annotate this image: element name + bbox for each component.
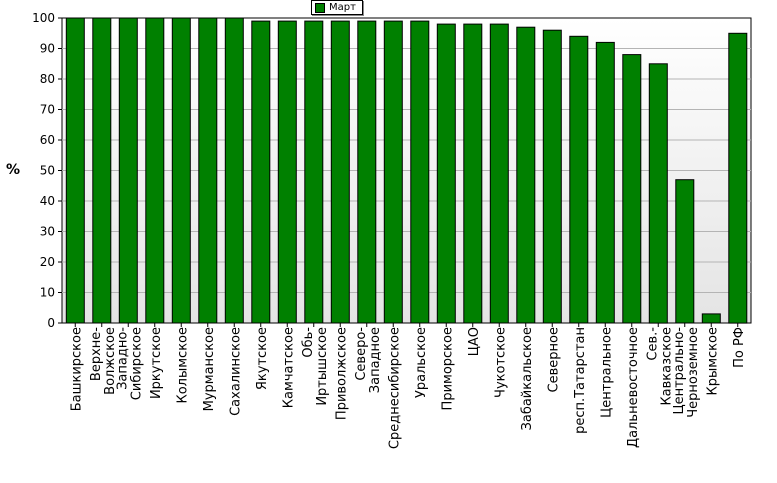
bar — [595, 41, 615, 324]
x-tick-label: Мурманское — [202, 327, 217, 411]
bar — [277, 20, 297, 324]
bar — [304, 20, 324, 324]
y-tick-label: 60 — [40, 133, 55, 147]
x-tick-label: Приморское — [440, 327, 455, 410]
bar — [701, 313, 721, 324]
legend-swatch — [315, 2, 325, 13]
bar — [118, 17, 138, 324]
bar — [728, 32, 748, 324]
y-tick-label: 40 — [40, 194, 55, 208]
x-tick-label: респ.Татарстан — [573, 327, 588, 434]
bar — [463, 23, 483, 324]
y-axis-label: % — [6, 162, 21, 178]
y-tick-label: 90 — [40, 42, 55, 56]
x-tick-label: Иркутское — [149, 327, 164, 399]
bar — [542, 29, 562, 324]
x-tick-label: Верхне-Волжское — [89, 327, 118, 395]
bar — [675, 179, 695, 324]
x-tick-label: Северное — [546, 327, 561, 392]
y-tick-label: 100 — [32, 11, 55, 25]
bar — [410, 20, 430, 324]
x-tick-label: Сев.-Кавказское — [645, 327, 674, 406]
bar — [198, 17, 218, 324]
y-tick-label: 30 — [40, 225, 55, 239]
x-tick-label: Западно-Сибирское — [115, 327, 144, 401]
bar — [516, 26, 536, 324]
legend-label: Март — [329, 2, 356, 13]
x-tick-label: Центрально-Черноземное — [672, 327, 701, 418]
x-tick-label: Сахалинское — [228, 327, 243, 416]
x-tick-label: Центральное — [599, 327, 614, 418]
x-tick-label: Колымское — [175, 327, 190, 404]
x-tick-label: Приволжское — [334, 327, 349, 420]
bar — [436, 23, 456, 324]
x-tick-label: Забайкальское — [520, 327, 535, 430]
x-tick-label: Уральское — [414, 327, 429, 398]
bar — [171, 17, 191, 324]
y-tick-label: 80 — [40, 72, 55, 86]
x-tick-label: Крымское — [705, 327, 720, 396]
bar — [92, 17, 112, 324]
y-tick-label: 50 — [40, 164, 55, 178]
y-tick-label: 0 — [47, 316, 55, 330]
bar — [383, 20, 403, 324]
x-tick-label: Северо-Западное — [354, 327, 383, 394]
x-tick-label: Дальневосточное — [626, 327, 641, 448]
y-tick-label: 20 — [40, 255, 55, 269]
bar — [224, 17, 244, 324]
bar — [489, 23, 509, 324]
bars — [65, 17, 748, 324]
x-tick-label: Обь-Иртышское — [301, 327, 330, 406]
bar — [145, 17, 165, 324]
bar — [622, 54, 642, 324]
y-tick-labels: 0 10 20 30 40 50 60 70 80 90 100 — [32, 11, 62, 330]
x-tick-label: Чукотское — [493, 327, 508, 398]
bar — [357, 20, 377, 324]
x-tick-labels: Башкирское Верхне-ВолжскоеЗападно-Сибирск… — [69, 323, 747, 449]
bar — [251, 20, 271, 324]
bar — [330, 20, 350, 324]
x-tick-label: Башкирское — [69, 327, 84, 411]
bar — [65, 17, 85, 324]
bar — [569, 35, 589, 324]
x-tick-label: Якутское — [255, 327, 270, 390]
x-tick-label: По РФ — [732, 327, 747, 368]
bar — [648, 63, 668, 324]
x-tick-label: Камчатское — [281, 327, 296, 408]
x-tick-label: ЦАО — [467, 327, 482, 356]
y-tick-label: 10 — [40, 286, 55, 300]
legend: Март — [311, 0, 363, 15]
y-tick-label: 70 — [40, 103, 55, 117]
x-tick-label: Среднесибирское — [387, 327, 402, 449]
